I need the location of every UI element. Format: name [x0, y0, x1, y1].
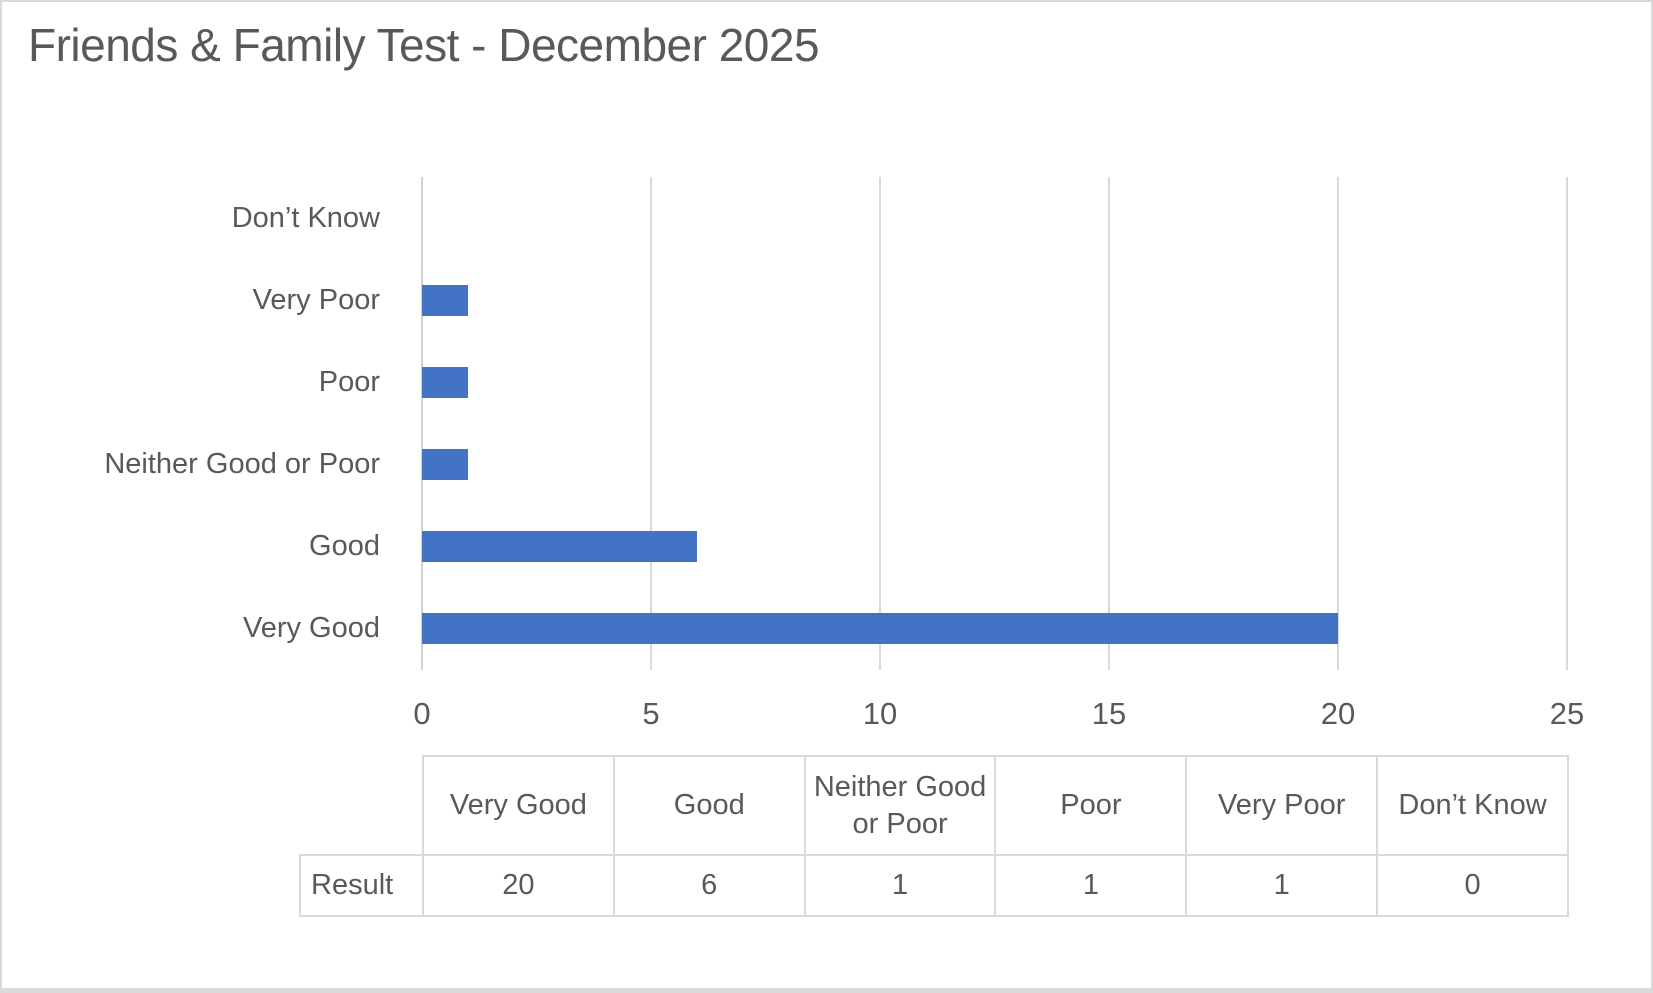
gridline-10 — [879, 177, 881, 670]
table-value-cell: 1 — [994, 856, 1185, 915]
table-header-cell: Very Good — [449, 789, 587, 822]
tick-label-0: 0 — [413, 696, 431, 731]
tick-label-10: 10 — [862, 696, 898, 731]
table-value-cell: 0 — [1376, 856, 1567, 915]
table-value-cell: 6 — [612, 856, 804, 915]
gridline-20 — [1337, 177, 1339, 670]
tick-label-25: 25 — [1549, 696, 1585, 731]
tick-label-5: 5 — [642, 696, 660, 731]
table-value-cell: 1 — [803, 856, 995, 915]
category-label: Don’t Know — [231, 201, 380, 234]
bar-poor — [422, 366, 468, 398]
gridline-25 — [1566, 177, 1568, 670]
table-header-cell: Very Poor — [1185, 757, 1376, 854]
plot-area — [421, 177, 1568, 670]
category-label: Good — [309, 530, 380, 563]
table-header-cell: Don’t Know — [1376, 757, 1567, 854]
table-header-cell: Neither Good or Poor — [803, 757, 995, 854]
bar-very-poor — [422, 284, 468, 316]
tick-label-20: 20 — [1320, 696, 1356, 731]
value-axis-line — [421, 177, 423, 670]
category-label: Neither Good or Poor — [104, 448, 380, 481]
tick-label-15: 15 — [1091, 696, 1127, 731]
bar-very-good — [422, 613, 1338, 645]
chart-title: Friends & Family Test - December 2025 — [28, 19, 820, 71]
table-value-cell: 1 — [1185, 856, 1376, 915]
category-label: Very Poor — [252, 283, 380, 316]
table-value-cell: 20 — [422, 856, 613, 915]
data-table-header-row: Very Good Good Neither Good or Poor Poor Ver… — [422, 755, 1569, 854]
category-label: Very Good — [242, 612, 380, 645]
bar-good — [422, 531, 697, 563]
category-label: Poor — [318, 365, 380, 398]
gridline-15 — [1108, 177, 1110, 670]
gridline-5 — [650, 177, 652, 670]
table-header-cell: Poor — [994, 757, 1185, 854]
table-header-cell: Good — [612, 757, 804, 854]
data-table-result-row: Result 20 6 1 1 1 0 — [299, 854, 1569, 917]
table-row-label: Result — [311, 869, 394, 901]
bar-neither-good-or-poor — [422, 449, 468, 481]
